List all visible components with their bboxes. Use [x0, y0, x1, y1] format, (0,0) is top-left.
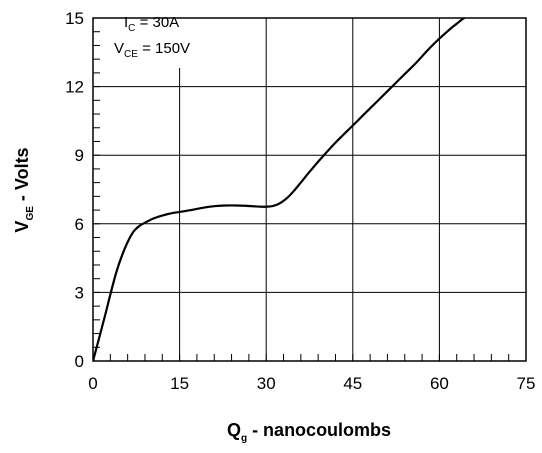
x-tick-label: 15: [170, 374, 189, 393]
y-tick-label: 3: [75, 283, 84, 302]
y-tick-label: 0: [75, 352, 84, 371]
y-tick-label: 9: [75, 146, 84, 165]
x-axis-title: Qg - nanocoulombs: [227, 420, 391, 444]
y-tick-label: 15: [65, 9, 84, 28]
y-tick-labels: 0 3 6 9 12 15: [65, 9, 84, 371]
y-tick-label: 6: [75, 215, 84, 234]
x-tick-label: 45: [343, 374, 362, 393]
y-axis-title: VGE - Volts: [12, 147, 36, 232]
x-tick-label: 0: [88, 374, 97, 393]
x-tick-label: 75: [517, 374, 536, 393]
y-tick-label: 12: [65, 78, 84, 97]
x-tick-label: 30: [257, 374, 276, 393]
x-tick-label: 60: [430, 374, 449, 393]
x-tick-labels: 0 15 30 45 60 75: [88, 374, 535, 393]
plot-background: [93, 18, 526, 361]
